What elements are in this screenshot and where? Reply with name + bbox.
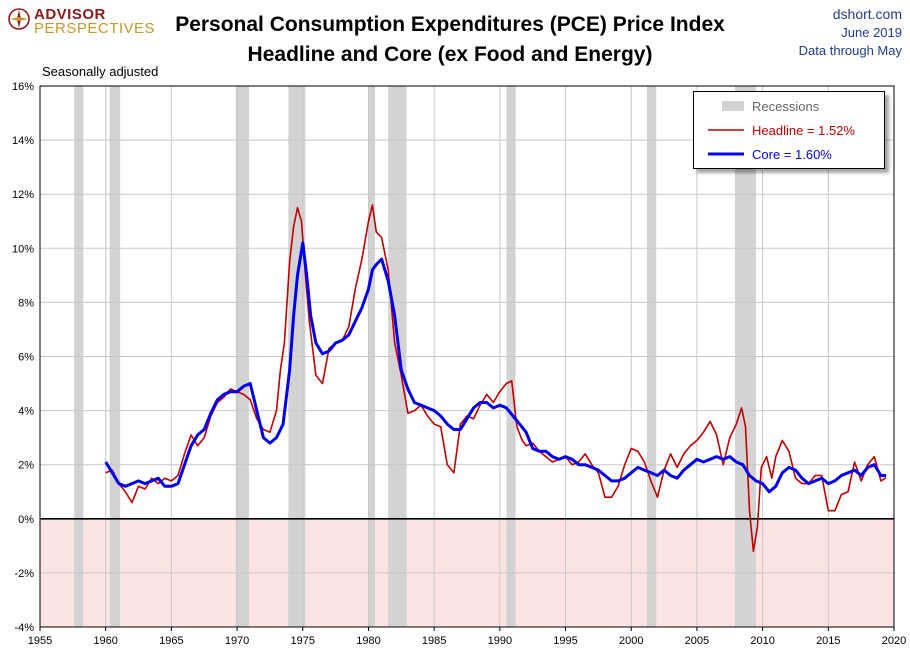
x-tick-label: 1980 xyxy=(356,635,380,647)
logo: ADVISOR PERSPECTIVES xyxy=(4,4,155,44)
x-tick-label: 1985 xyxy=(422,635,446,647)
compass-icon xyxy=(8,8,30,30)
x-tick-label: 1995 xyxy=(553,635,577,647)
y-tick-label: 2% xyxy=(18,460,34,472)
legend-label-headline: Headline = 1.52% xyxy=(752,123,855,138)
x-tick-label: 1955 xyxy=(28,635,52,647)
x-tick-label: 1975 xyxy=(291,635,315,647)
chart-title: Personal Consumption Expenditures (PCE) … xyxy=(175,13,725,36)
y-tick-label: 14% xyxy=(12,135,34,147)
y-tick-label: 4% xyxy=(18,406,34,418)
series-core-line xyxy=(104,241,887,494)
seasonal-note: Seasonally adjusted xyxy=(42,64,159,79)
x-tick-label: 2010 xyxy=(750,635,774,647)
logo-text-primary: ADVISOR xyxy=(34,6,106,23)
source-date: June 2019 xyxy=(841,25,902,40)
source-note: Data through May xyxy=(798,43,902,58)
y-tick-label: 6% xyxy=(18,352,34,364)
x-tick-label: 1960 xyxy=(93,635,117,647)
y-tick-label: 12% xyxy=(12,189,34,201)
x-tick-label: 1965 xyxy=(159,635,183,647)
plot-area-border xyxy=(39,85,895,628)
core-line-icon xyxy=(708,152,744,156)
x-tick-label: 1990 xyxy=(488,635,512,647)
logo-text-secondary: PERSPECTIVES xyxy=(34,20,156,37)
x-tick-label: 2000 xyxy=(619,635,643,647)
chart-subtitle: Headline and Core (ex Food and Energy) xyxy=(247,43,653,66)
y-tick-label: -4% xyxy=(14,622,34,634)
y-tick-label: 0% xyxy=(18,514,34,526)
headline-line-icon xyxy=(708,129,744,131)
legend: Recessions Headline = 1.52% Core = 1.60% xyxy=(693,91,885,169)
x-tick-label: 1970 xyxy=(225,635,249,647)
source-site: dshort.com xyxy=(832,6,902,22)
y-tick-label: 8% xyxy=(18,297,34,309)
legend-label-recessions: Recessions xyxy=(752,99,820,114)
recession-swatch-icon xyxy=(722,101,744,111)
y-tick-label: 16% xyxy=(12,81,34,93)
y-tick-label: 10% xyxy=(12,243,34,255)
y-tick-label: -2% xyxy=(14,568,34,580)
x-tick-label: 2005 xyxy=(685,635,709,647)
x-tick-label: 2020 xyxy=(882,635,906,647)
series-headline-line xyxy=(105,204,887,553)
legend-label-core: Core = 1.60% xyxy=(752,147,832,162)
x-tick-label: 2015 xyxy=(816,635,840,647)
